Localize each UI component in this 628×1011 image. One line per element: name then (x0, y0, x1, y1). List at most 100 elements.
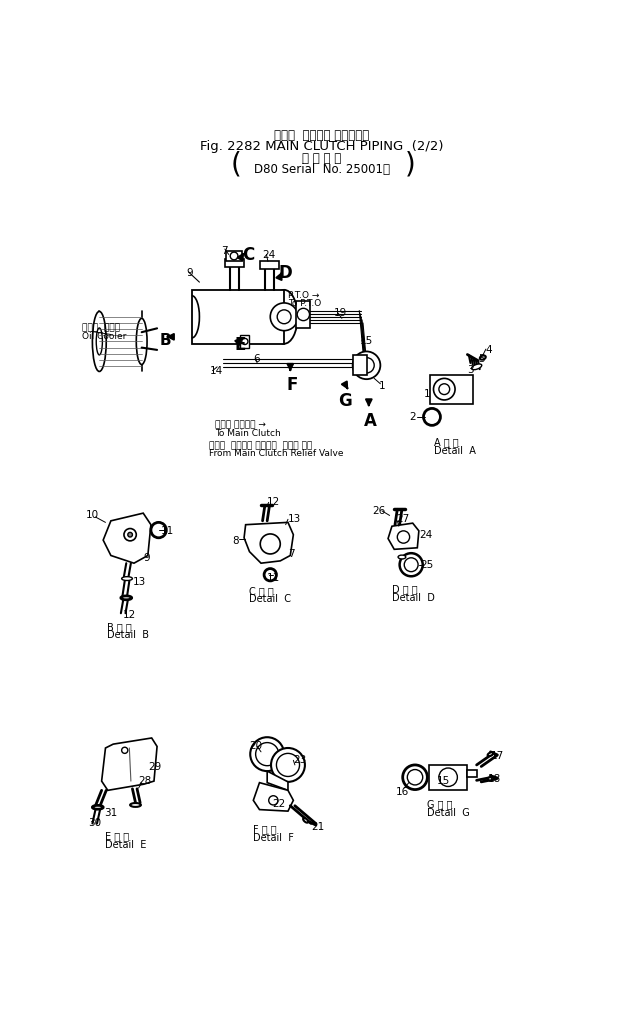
Text: Oil Cooler: Oil Cooler (82, 332, 127, 341)
Bar (225, 260, 244, 268)
Text: 9: 9 (143, 552, 150, 562)
Circle shape (250, 737, 284, 771)
Text: D80 Serial  No. 25001～: D80 Serial No. 25001～ (254, 163, 390, 176)
Ellipse shape (472, 365, 482, 370)
Ellipse shape (92, 806, 103, 810)
Circle shape (359, 358, 374, 374)
Circle shape (408, 769, 423, 786)
Text: 16: 16 (396, 787, 409, 797)
Text: Detail  C: Detail C (249, 593, 291, 604)
Text: 12: 12 (267, 496, 281, 507)
Bar (430, 375, 473, 404)
Text: メイン  クラッチ リリーフ  バルブ から: メイン クラッチ リリーフ バルブ から (209, 441, 313, 450)
Text: 2: 2 (409, 412, 416, 422)
Text: C: C (242, 246, 254, 264)
Text: G 詳 細: G 詳 細 (426, 799, 452, 808)
Text: 11: 11 (266, 573, 279, 583)
Bar (467, 769, 477, 777)
Text: A: A (364, 412, 376, 430)
Text: Detail  E: Detail E (106, 839, 147, 849)
Text: Detail  F: Detail F (253, 832, 294, 842)
Text: 7: 7 (221, 246, 227, 256)
Circle shape (276, 753, 300, 776)
Polygon shape (102, 738, 157, 791)
Ellipse shape (92, 312, 106, 372)
Polygon shape (388, 524, 419, 550)
Circle shape (439, 768, 457, 787)
Text: 8: 8 (232, 535, 239, 545)
Polygon shape (103, 514, 151, 564)
Text: 17: 17 (490, 750, 504, 760)
Text: 19: 19 (334, 307, 347, 317)
Ellipse shape (96, 329, 102, 356)
Text: ): ) (405, 151, 416, 179)
Circle shape (270, 303, 298, 332)
Ellipse shape (487, 777, 494, 780)
Text: 10: 10 (86, 510, 99, 520)
Circle shape (124, 529, 136, 541)
Text: 4: 4 (486, 345, 492, 355)
Circle shape (242, 339, 248, 345)
Text: 1: 1 (425, 389, 431, 399)
Text: 27: 27 (396, 514, 409, 524)
Text: To Main Clutch: To Main Clutch (215, 429, 281, 437)
Text: 21: 21 (311, 821, 324, 831)
Circle shape (122, 747, 128, 753)
Polygon shape (253, 783, 293, 812)
Text: 1: 1 (379, 380, 386, 390)
Text: 28: 28 (139, 775, 152, 786)
Ellipse shape (398, 556, 406, 559)
Ellipse shape (303, 818, 308, 823)
Text: 5: 5 (478, 354, 485, 364)
Circle shape (128, 533, 133, 538)
Circle shape (264, 569, 276, 581)
Text: 22: 22 (273, 799, 286, 808)
Text: F: F (286, 375, 298, 393)
Circle shape (403, 765, 427, 790)
Text: 24: 24 (263, 250, 276, 260)
Text: A 詳 細: A 詳 細 (435, 437, 459, 447)
Text: 12: 12 (122, 610, 136, 620)
Text: 15: 15 (360, 336, 373, 345)
Ellipse shape (130, 804, 141, 807)
Text: 11: 11 (161, 525, 174, 535)
Circle shape (271, 748, 305, 783)
Text: 適 用 号 機: 適 用 号 機 (302, 152, 342, 165)
Text: 7: 7 (288, 548, 295, 558)
Circle shape (399, 554, 423, 576)
Text: メイン  クラッチ パイピング: メイン クラッチ パイピング (274, 129, 369, 142)
Text: 24: 24 (419, 529, 432, 539)
Bar (260, 262, 279, 270)
Text: E: E (234, 336, 246, 353)
Circle shape (353, 352, 381, 380)
Circle shape (404, 558, 418, 572)
Text: 3: 3 (467, 364, 474, 374)
Text: 25: 25 (420, 560, 434, 570)
Circle shape (256, 743, 279, 766)
Polygon shape (267, 771, 288, 791)
Text: C 詳 細: C 詳 細 (249, 585, 274, 595)
Text: B 詳 細: B 詳 細 (107, 622, 132, 631)
Circle shape (260, 535, 280, 554)
Circle shape (423, 409, 440, 426)
Text: Detail  G: Detail G (426, 807, 469, 817)
Text: (: ( (231, 151, 242, 179)
Text: 20: 20 (249, 740, 263, 750)
Circle shape (297, 309, 310, 321)
Ellipse shape (121, 596, 132, 601)
Text: B: B (160, 333, 171, 348)
Text: Detail  D: Detail D (392, 592, 435, 603)
Bar (296, 302, 310, 329)
Ellipse shape (487, 752, 494, 756)
Text: メイン クラッチ →: メイン クラッチ → (215, 420, 266, 429)
Bar (429, 765, 467, 790)
Circle shape (433, 379, 455, 400)
Bar (192, 290, 284, 345)
Ellipse shape (271, 290, 298, 345)
Text: オイル  クーラ: オイル クーラ (82, 323, 121, 332)
Text: F 詳 細: F 詳 細 (253, 824, 277, 834)
Text: 31: 31 (104, 808, 117, 818)
Circle shape (277, 310, 291, 325)
Text: 23: 23 (293, 754, 306, 764)
Bar (353, 356, 367, 376)
